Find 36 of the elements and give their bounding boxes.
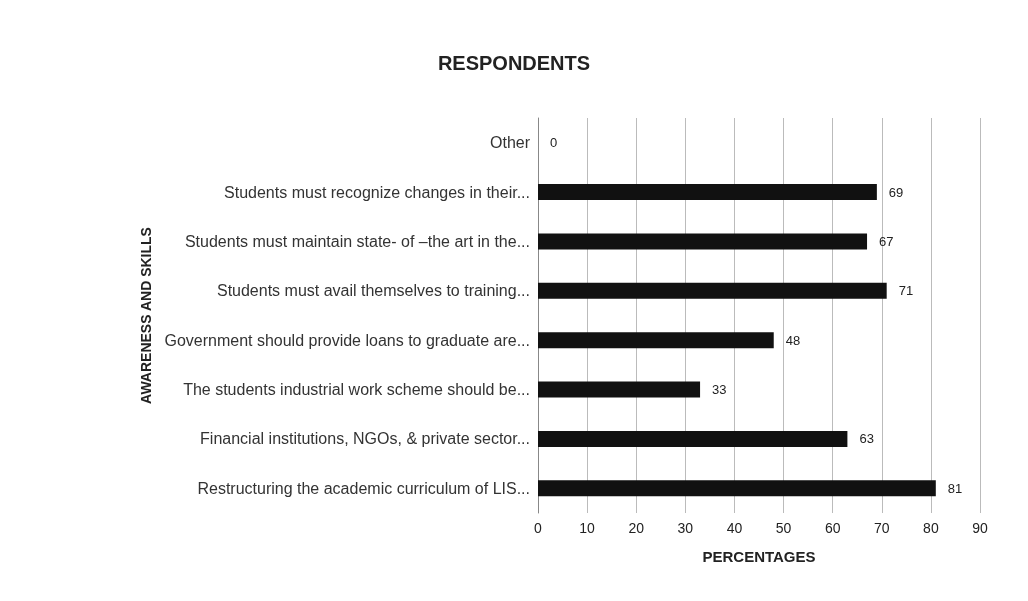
bar <box>538 233 868 250</box>
y-tick-label: Students must recognize changes in their... <box>224 183 530 201</box>
bar <box>538 480 936 497</box>
data-label: 67 <box>879 233 894 249</box>
x-tick-label: 10 <box>579 520 596 536</box>
y-tick-label: Restructuring the academic curriculum of LIS... <box>197 479 530 497</box>
x-tick-label: 0 <box>534 520 543 536</box>
x-tick-label: 50 <box>775 520 792 536</box>
data-label: 48 <box>785 332 801 348</box>
x-tick-label: 20 <box>628 520 645 536</box>
bar <box>538 184 877 201</box>
data-label: 33 <box>712 382 727 398</box>
data-label: 69 <box>888 184 904 200</box>
data-label: 0 <box>550 135 558 151</box>
y-tick-label: Students must maintain state- of –the art in the... <box>184 232 530 250</box>
x-axis-title: PERCENTAGES <box>702 548 816 565</box>
chart-title: RESPONDENTS <box>437 52 591 74</box>
bar <box>538 381 701 398</box>
x-tick-label: 80 <box>923 520 939 536</box>
data-label: 63 <box>859 431 874 447</box>
x-tick-label: 60 <box>824 520 841 536</box>
y-tick-label: Government should provide loans to graduate are... <box>164 331 530 349</box>
data-label: 81 <box>947 480 963 496</box>
y-tick-label: The students industrial work scheme should be... <box>183 381 530 399</box>
bar <box>538 282 887 299</box>
x-tick-label: 30 <box>677 520 694 536</box>
y-axis-title: AWARENESS AND SKILLS <box>138 227 154 404</box>
x-tick-label: 70 <box>873 520 890 536</box>
data-label: 71 <box>898 283 914 299</box>
bar <box>538 430 848 447</box>
y-tick-label: Other <box>489 134 531 152</box>
bar <box>538 332 774 349</box>
y-tick-label: Students must avail themselves to training... <box>216 282 530 300</box>
y-tick-label: Financial institutions, NGOs, & private sector... <box>200 430 530 448</box>
x-tick-label: 90 <box>972 520 988 536</box>
x-tick-label: 40 <box>726 520 743 536</box>
